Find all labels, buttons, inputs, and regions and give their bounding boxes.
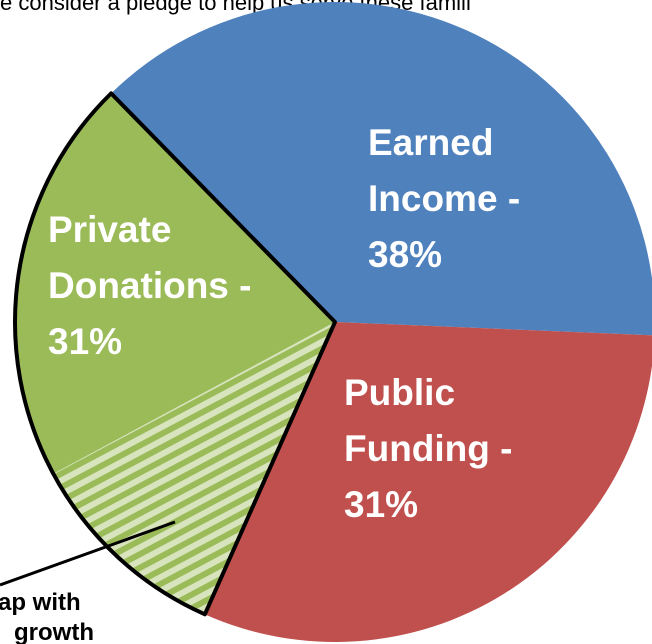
annotation: growth bbox=[14, 619, 94, 644]
slice-label: Private Donations - bbox=[48, 209, 251, 306]
value-label: 31% bbox=[344, 484, 418, 525]
annotation-line bbox=[0, 520, 176, 587]
pie-slice bbox=[204, 322, 652, 643]
pie-slice bbox=[111, 2, 652, 336]
value-label: 38% bbox=[368, 234, 442, 275]
value-label: 31% bbox=[48, 321, 122, 362]
slice-label: Earned Income - bbox=[368, 122, 520, 219]
slice-outline bbox=[13, 91, 337, 617]
slice-label: Public Funding - bbox=[344, 372, 513, 469]
annotation: ap with bbox=[0, 589, 81, 616]
